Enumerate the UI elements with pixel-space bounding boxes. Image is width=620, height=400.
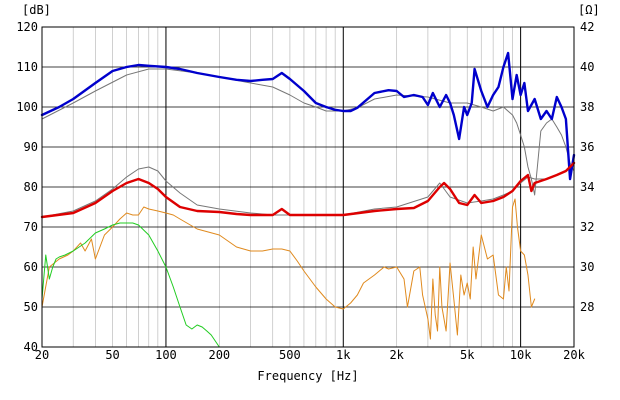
y-left-tick-label: 90 [24, 140, 38, 154]
y-right-tick-label: 28 [580, 300, 594, 314]
y-right-tick-label: 38 [580, 100, 594, 114]
x-tick-label: 10k [510, 348, 532, 362]
y-left-tick-label: 80 [24, 180, 38, 194]
x-tick-labels: 20 50 100 200 500 1k 2k 5k 10k 20k [35, 348, 586, 362]
y-left-tick-label: 60 [24, 260, 38, 274]
y-right-tick-label: 40 [580, 60, 594, 74]
x-tick-label: 20 [35, 348, 49, 362]
series-line-harmonic-2 [41, 198, 536, 340]
y-left-tick-label: 50 [24, 300, 38, 314]
y-left-tick-label: 110 [16, 60, 38, 74]
y-right-tick-labels: 28 30 32 34 36 38 40 42 [580, 20, 594, 314]
y-right-tick-label: 42 [580, 20, 594, 34]
x-tick-label: 500 [279, 348, 301, 362]
x-tick-label: 5k [460, 348, 475, 362]
plot-area [40, 51, 576, 348]
y-right-axis-label: [Ω] [578, 3, 600, 17]
x-axis-label: Frequency [Hz] [257, 369, 358, 383]
y-right-tick-label: 34 [580, 180, 594, 194]
x-tick-label: 1k [336, 348, 351, 362]
series-line-harmonic-3 [41, 222, 220, 348]
plot-frame [41, 26, 575, 348]
x-tick-label: 2k [389, 348, 404, 362]
y-left-axis-label: [dB] [22, 3, 51, 17]
x-tick-label: 50 [105, 348, 119, 362]
y-right-tick-label: 36 [580, 140, 594, 154]
y-left-tick-labels: 40 50 60 70 80 90 100 110 120 [16, 20, 38, 354]
series-line-impedance [40, 161, 576, 219]
y-left-tick-label: 100 [16, 100, 38, 114]
y-left-tick-label: 70 [24, 220, 38, 234]
series-line-spl [40, 51, 576, 181]
x-tick-label: 100 [155, 348, 177, 362]
y-left-tick-label: 40 [24, 340, 38, 354]
y-left-tick-label: 120 [16, 20, 38, 34]
y-right-tick-label: 32 [580, 220, 594, 234]
x-tick-label: 200 [208, 348, 230, 362]
x-tick-label: 20k [563, 348, 585, 362]
y-right-tick-label: 30 [580, 260, 594, 274]
